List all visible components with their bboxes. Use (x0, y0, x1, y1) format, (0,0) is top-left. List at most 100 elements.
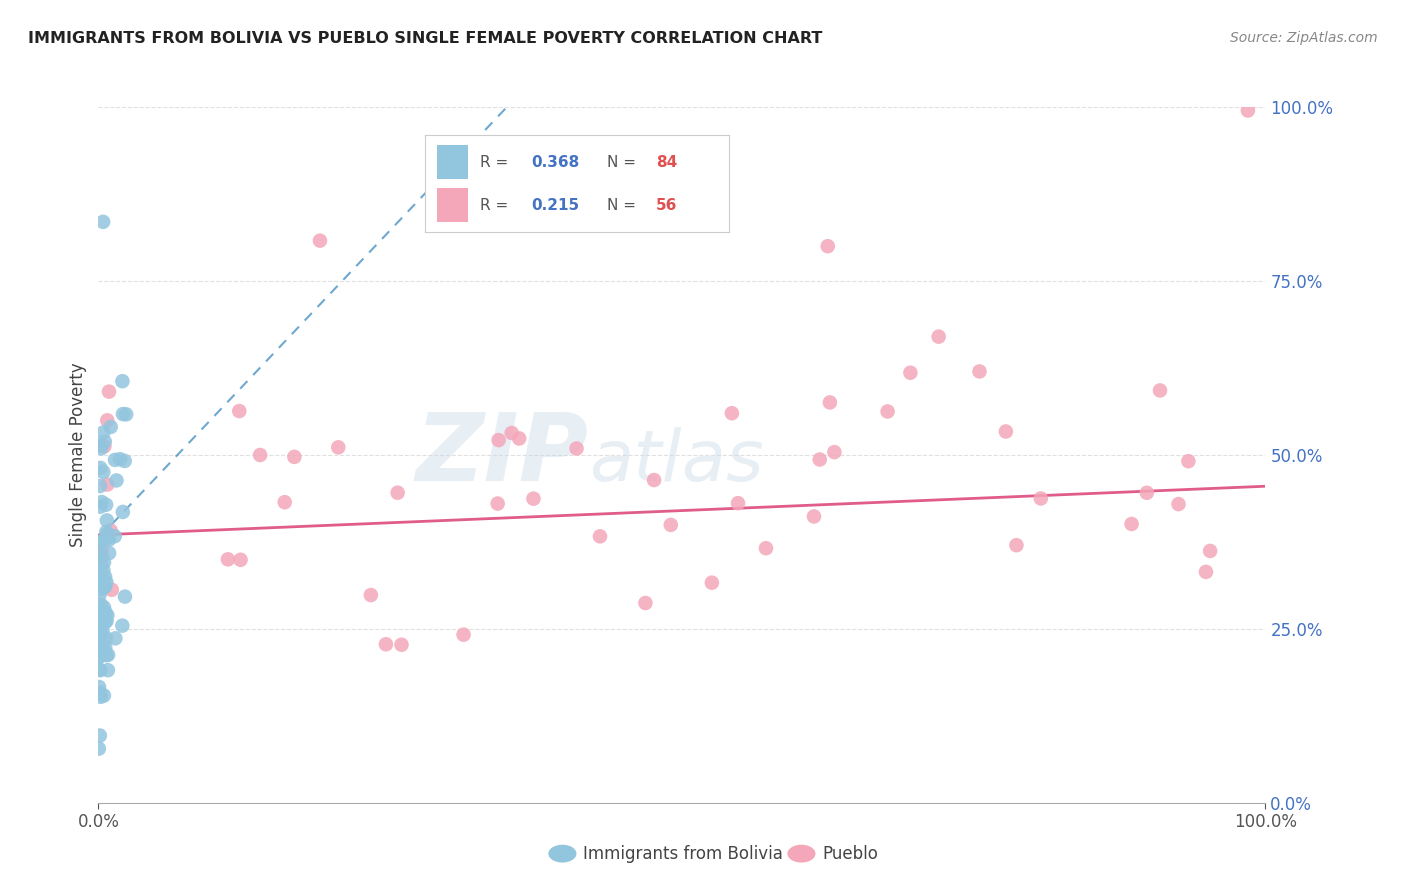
Point (90, 611, 112, 625)
Point (94, 640, 117, 655)
Point (97, 533, 120, 547)
Point (94, 498, 117, 512)
Point (87, 642, 110, 657)
Point (90, 557, 112, 571)
Point (453, 628, 475, 642)
Point (818, 395, 841, 409)
Point (994, 425, 1017, 439)
Point (89, 461, 111, 475)
Point (89, 628, 111, 642)
Point (94, 579, 117, 593)
Point (249, 448, 271, 462)
Point (90, 442, 112, 456)
Point (97, 663, 120, 677)
Point (111, 407, 134, 421)
Y-axis label: Single Female Poverty: Single Female Poverty (69, 363, 87, 547)
Point (522, 491, 544, 506)
Point (87, 741, 110, 756)
Point (89, 572, 111, 586)
Point (228, 404, 250, 418)
Point (87, 573, 110, 587)
Point (93, 563, 115, 577)
Text: ZIP: ZIP (416, 409, 589, 501)
Point (90, 551, 112, 566)
Point (87, 578, 110, 592)
Point (91, 465, 114, 479)
Point (91, 215, 114, 229)
Point (89, 729, 111, 743)
Point (111, 374, 134, 388)
Point (501, 425, 523, 440)
Point (96, 513, 118, 527)
Point (89, 534, 111, 549)
Point (105, 474, 128, 488)
Point (89, 649, 111, 664)
Point (96, 648, 118, 662)
Point (928, 329, 950, 343)
Point (659, 517, 682, 532)
Point (90, 438, 112, 452)
Point (876, 404, 898, 418)
Point (104, 453, 127, 467)
Point (1199, 544, 1222, 558)
Point (217, 552, 239, 566)
Point (1167, 497, 1189, 511)
Point (309, 234, 332, 248)
Point (93, 689, 115, 703)
Point (90, 542, 112, 557)
Point (817, 239, 839, 253)
Point (89, 607, 111, 622)
Point (803, 509, 825, 524)
Text: atlas: atlas (589, 427, 763, 496)
Point (89, 566, 111, 580)
Point (90, 581, 112, 595)
Point (94, 434, 117, 449)
Point (87, 642, 110, 657)
Point (1237, 103, 1260, 118)
Point (1149, 384, 1171, 398)
Point (374, 637, 396, 651)
Text: Immigrants from Bolivia: Immigrants from Bolivia (583, 845, 783, 863)
Point (89, 631, 111, 645)
Point (755, 541, 778, 556)
Point (93, 425, 115, 440)
Point (91, 604, 114, 618)
Point (90, 495, 112, 509)
Text: IMMIGRANTS FROM BOLIVIA VS PUEBLO SINGLE FEMALE POVERTY CORRELATION CHART: IMMIGRANTS FROM BOLIVIA VS PUEBLO SINGLE… (28, 31, 823, 46)
Point (101, 582, 124, 597)
Point (1029, 491, 1052, 506)
Point (90, 598, 112, 612)
Point (900, 366, 922, 380)
Point (114, 590, 136, 604)
Point (96, 477, 118, 491)
Point (98, 546, 121, 560)
Point (87, 545, 110, 559)
Point (1177, 454, 1199, 468)
Point (90, 690, 112, 704)
Point (94, 607, 117, 621)
Point (89, 625, 111, 640)
Point (229, 553, 252, 567)
Point (589, 529, 612, 543)
Point (488, 433, 510, 447)
Point (104, 632, 127, 646)
Point (100, 524, 122, 538)
Point (96, 608, 118, 623)
Point (115, 408, 138, 422)
Point (93, 556, 115, 570)
Text: Source: ZipAtlas.com: Source: ZipAtlas.com (1230, 31, 1378, 45)
Point (89, 686, 111, 700)
Point (91, 616, 114, 631)
Point (94, 605, 117, 619)
Point (96, 531, 118, 545)
Point (87, 680, 110, 694)
Point (486, 497, 509, 511)
Point (89, 479, 111, 493)
Point (700, 575, 723, 590)
Point (89, 621, 111, 635)
Point (387, 485, 409, 500)
Point (823, 445, 845, 459)
Point (1121, 516, 1143, 531)
Point (283, 450, 305, 464)
Point (565, 442, 588, 456)
